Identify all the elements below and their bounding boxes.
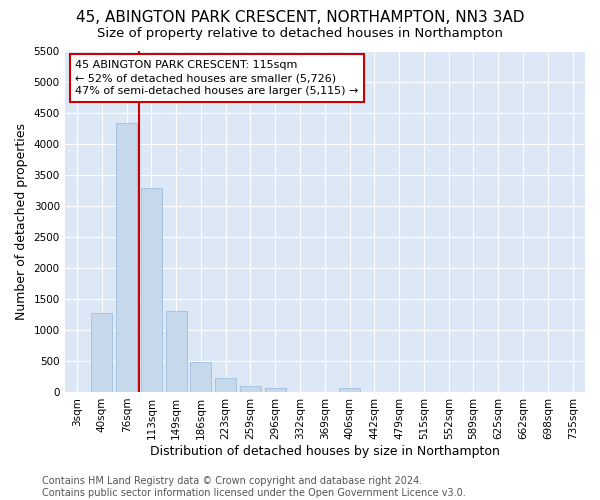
Bar (166, 312, 187, 392)
Bar (215, 378, 236, 392)
X-axis label: Distribution of detached houses by size in Northampton: Distribution of detached houses by size … (150, 444, 500, 458)
Bar (265, 388, 286, 392)
Bar (240, 386, 261, 392)
Bar (91, 312, 112, 392)
Bar (141, 188, 162, 392)
Bar (190, 362, 211, 392)
Text: Size of property relative to detached houses in Northampton: Size of property relative to detached ho… (97, 28, 503, 40)
Text: 45, ABINGTON PARK CRESCENT, NORTHAMPTON, NN3 3AD: 45, ABINGTON PARK CRESCENT, NORTHAMPTON,… (76, 10, 524, 25)
Text: 45 ABINGTON PARK CRESCENT: 115sqm
← 52% of detached houses are smaller (5,726)
4: 45 ABINGTON PARK CRESCENT: 115sqm ← 52% … (75, 60, 358, 96)
Bar (339, 388, 360, 392)
Y-axis label: Number of detached properties: Number of detached properties (15, 123, 28, 320)
Text: Contains HM Land Registry data © Crown copyright and database right 2024.
Contai: Contains HM Land Registry data © Crown c… (42, 476, 466, 498)
Bar (116, 122, 137, 392)
